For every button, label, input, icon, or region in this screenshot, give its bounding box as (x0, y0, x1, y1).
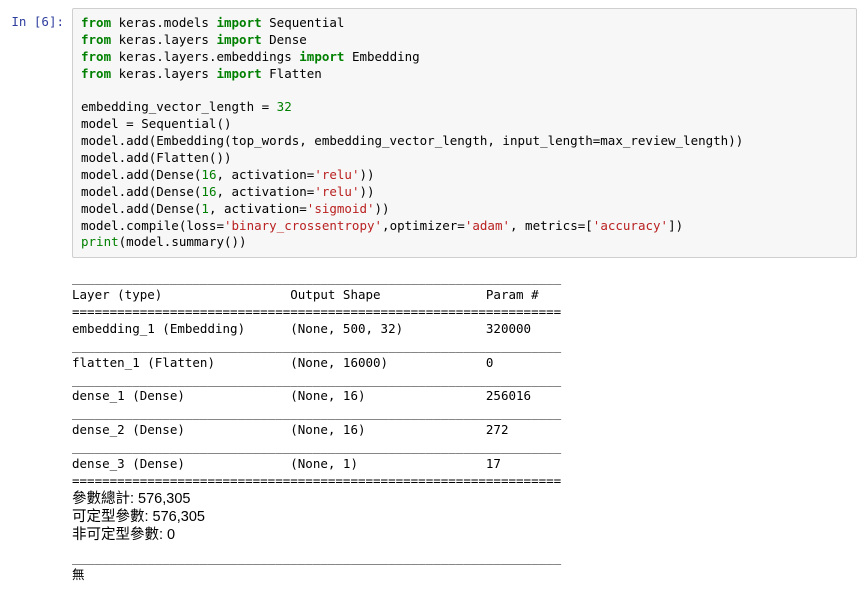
input-prompt: In [6]: (8, 8, 72, 29)
summary-trainable-params: 可定型參數: 576,305 (72, 508, 857, 526)
output-cell: ________________________________________… (8, 266, 857, 584)
summary-nontrainable-params: 非可定型參數: 0 (72, 526, 857, 544)
code-text: from keras.models import Sequential from… (81, 15, 848, 251)
summary-bottom-rule: ________________________________________… (72, 550, 857, 567)
summary-total-params: 參數總計: 576,305 (72, 490, 857, 508)
output-prompt-spacer (8, 266, 72, 272)
model-summary-table: ________________________________________… (72, 270, 857, 489)
output-area: ________________________________________… (72, 266, 857, 584)
code-input-area[interactable]: from keras.models import Sequential from… (72, 8, 857, 258)
code-cell: In [6]: from keras.models import Sequent… (8, 8, 857, 258)
summary-none-output: 無 (72, 567, 857, 584)
